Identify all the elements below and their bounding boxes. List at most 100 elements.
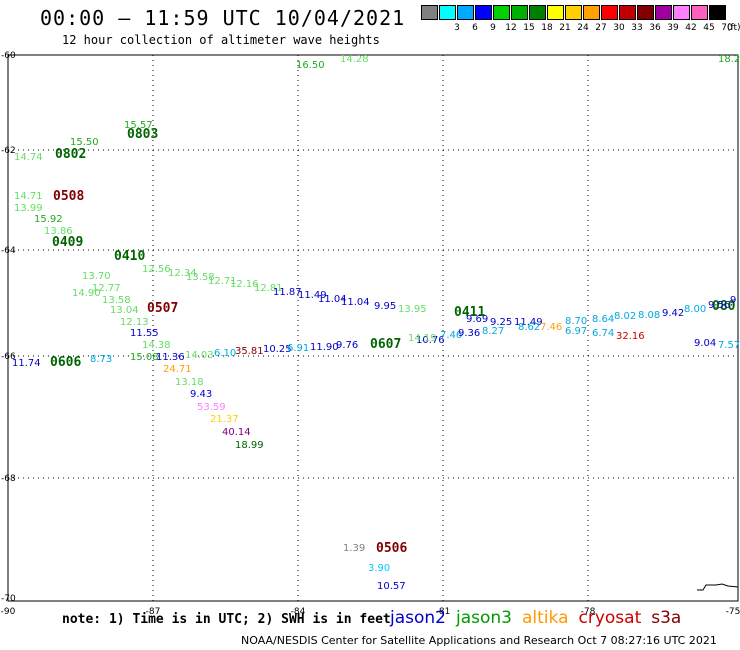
satellite-legend-item: s3a xyxy=(651,608,682,628)
swh-value-label: 8.27 xyxy=(482,326,504,337)
legend-swatch xyxy=(709,5,726,20)
lat-tick-label: -68 xyxy=(1,474,16,484)
swh-value-label: 6.91 xyxy=(287,343,309,354)
swh-value-label: 13.86 xyxy=(44,226,73,237)
swh-value-label: 9.69 xyxy=(466,314,488,325)
legend-level-label: 18 xyxy=(541,23,553,33)
lon-tick-label: -90 xyxy=(1,607,16,617)
legend-swatch xyxy=(547,5,564,20)
swh-value-label: 11.87 xyxy=(273,287,302,298)
legend-swatch xyxy=(601,5,618,20)
swh-value-label: 12.34 xyxy=(168,268,197,279)
lat-tick-label: -62 xyxy=(1,146,16,156)
legend-level-label: 12 xyxy=(505,23,517,33)
pass-time-label: 0411 xyxy=(454,305,485,320)
swh-value-label: 18.99 xyxy=(235,440,264,451)
swh-value-label: 11.90 xyxy=(310,342,339,353)
legend-swatch xyxy=(583,5,600,20)
swh-value-label: 12.16 xyxy=(230,279,259,290)
swh-value-label: 12.56 xyxy=(142,264,171,275)
swh-value-label: 7.57 xyxy=(718,340,740,351)
map-frame xyxy=(7,54,739,602)
swh-value-label: 8.02 xyxy=(614,311,636,322)
coastline xyxy=(697,583,739,591)
legend-swatch xyxy=(691,5,708,20)
legend-level-label: 3 xyxy=(454,23,460,33)
lon-tick-label: -78 xyxy=(581,607,596,617)
legend-level-label: 36 xyxy=(649,23,661,33)
satellite-legend: jason2 jason3 altika cryosat s3a xyxy=(390,608,691,628)
swh-value-label: 9.76 xyxy=(336,340,358,351)
swh-value-label: 1.39 xyxy=(343,543,365,554)
pass-time-label: 0409 xyxy=(52,235,83,250)
legend-level-label: 45 xyxy=(703,23,715,33)
legend-level-label: 24 xyxy=(577,23,589,33)
legend-swatch xyxy=(565,5,582,20)
legend-swatch xyxy=(655,5,672,20)
swh-value-label: 15.57 xyxy=(124,120,153,131)
swh-value-label: 6.74 xyxy=(592,328,614,339)
swh-value-label: 11.55 xyxy=(130,328,159,339)
swh-value-label: 9.36 xyxy=(458,328,480,339)
legend-level-label: 30 xyxy=(613,23,625,33)
legend-swatch xyxy=(673,5,690,20)
swh-value-label: 10.25 xyxy=(263,344,292,355)
swh-value-label: 9.56 xyxy=(708,300,730,311)
swh-value-label: 9.04 xyxy=(694,338,716,349)
footer-credit: NOAA/NESDIS Center for Satellite Applica… xyxy=(241,634,717,647)
swh-value-label: 12.71 xyxy=(208,276,237,287)
swh-value-label: 14.19 xyxy=(408,333,437,344)
swh-value-label: 11.04 xyxy=(341,297,370,308)
swh-value-label: 8.64 xyxy=(592,314,614,325)
satellite-legend-item: cryosat xyxy=(578,608,642,628)
lon-tick-label: -75 xyxy=(726,607,740,617)
swh-value-label: 12.13 xyxy=(120,317,149,328)
lon-tick-label: -81 xyxy=(436,607,451,617)
swh-value-label: 12.77 xyxy=(92,283,121,294)
axis-ticks: -90 -87 -84 -81 -78 -75 -60 -62 -64 -66 -68 -70 xyxy=(1,51,740,617)
swh-value-label: 12.81 xyxy=(254,283,283,294)
legend-level-label: 9 xyxy=(490,23,496,33)
legend-level-label: 33 xyxy=(631,23,643,33)
swh-value-label: 14.74 xyxy=(14,152,43,163)
lat-tick-label: -60 xyxy=(1,51,16,61)
swh-value-label: 8.70 xyxy=(565,316,587,327)
swh-value-label: 7.46 xyxy=(540,322,562,333)
legend-level-label: 42 xyxy=(685,23,697,33)
swh-value-label: 13.04 xyxy=(110,305,139,316)
pass-time-label: 0506 xyxy=(376,541,407,556)
swh-value-label: 14.38 xyxy=(142,340,171,351)
swh-value-label: 3.90 xyxy=(368,563,390,574)
satellite-legend-item: jason3 xyxy=(456,608,512,628)
swh-value-label: 40.14 xyxy=(222,427,251,438)
footer-note: note: 1) Time is in UTC; 2) SWH is in fe… xyxy=(62,612,391,627)
swh-value-label: 8.73 xyxy=(90,354,112,365)
swh-value-label: 13.58 xyxy=(186,272,215,283)
swh-value-label: 14.90 xyxy=(72,288,101,299)
swh-value-label: 8.08 xyxy=(638,310,660,321)
legend-swatch xyxy=(511,5,528,20)
legend-level-label: 21 xyxy=(559,23,571,33)
pass-time-label: 0802 xyxy=(55,147,86,162)
swh-value-label: 9.43 xyxy=(190,389,212,400)
satellite-legend-item: altika xyxy=(522,608,569,628)
legend-level-label: 6 xyxy=(472,23,478,33)
legend-unit: (ft) xyxy=(727,23,740,33)
swh-value-label: 7.46 xyxy=(440,330,462,341)
swh-value-label: 16.50 xyxy=(296,60,325,71)
swh-value-label: 53.59 xyxy=(197,402,226,413)
swh-value-label: 10.76 xyxy=(416,335,445,346)
swh-value-label: 6.97 xyxy=(565,326,587,337)
swh-value-label: 32.16 xyxy=(616,331,645,342)
legend-level-label: 39 xyxy=(667,23,679,33)
legend-swatch xyxy=(439,5,456,20)
legend-swatch xyxy=(457,5,474,20)
legend-swatch xyxy=(619,5,636,20)
pass-time-label: 0507 xyxy=(147,301,178,316)
swh-value-label: 11.49 xyxy=(298,290,327,301)
legend-level-label: 70 xyxy=(721,23,733,33)
swh-value-label: 15.08 xyxy=(130,352,159,363)
swh-value-label: 24.71 xyxy=(163,364,192,375)
swh-value-label: 13.99 xyxy=(14,203,43,214)
